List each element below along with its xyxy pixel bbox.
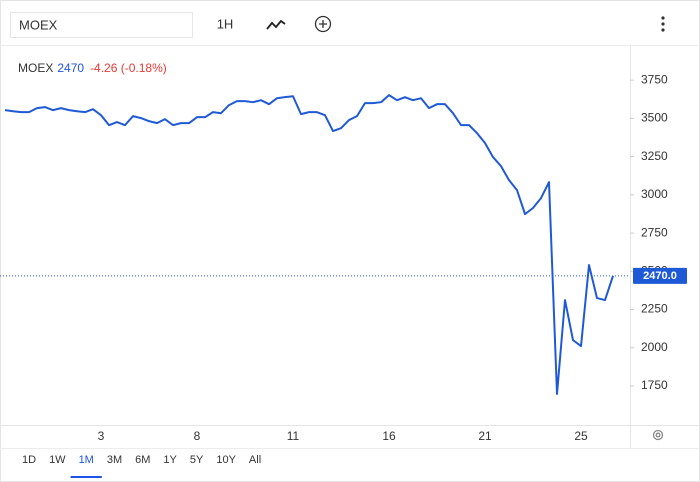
legend-change: -4.26 (-0.18%) <box>90 61 167 75</box>
range-button[interactable]: 1D <box>22 454 36 466</box>
range-button[interactable]: All <box>249 454 261 466</box>
compare-circle <box>314 15 332 33</box>
last-price-tag <box>633 267 687 284</box>
x-tick-label: 11 <box>287 429 300 443</box>
y-tick-label: 2750 <box>641 225 668 239</box>
range-button[interactable]: 6M <box>135 454 150 466</box>
settings-button[interactable] <box>652 429 664 441</box>
symbol-search[interactable] <box>10 12 193 38</box>
legend-price: 2470 <box>57 61 84 75</box>
compare-button[interactable] <box>314 15 332 33</box>
range-button[interactable]: 1M <box>79 454 94 466</box>
interval-button[interactable]: 1H <box>217 16 234 31</box>
range-button[interactable]: 5Y <box>190 454 204 466</box>
y-tick-label: 3750 <box>641 72 668 86</box>
compare-plus <box>319 20 327 28</box>
y-tick-label: 1750 <box>641 378 668 392</box>
legend-symbol: MOEX <box>18 61 53 75</box>
y-tick-label: 2250 <box>641 302 668 316</box>
range-button[interactable]: 10Y <box>216 454 236 466</box>
y-tick-label: 3500 <box>641 111 668 125</box>
last-price-label: 2470.0 <box>643 270 677 282</box>
x-tick-label: 25 <box>574 429 588 443</box>
x-tick-label: 8 <box>194 429 201 443</box>
menu-dot <box>661 22 665 26</box>
y-tick-label: 3250 <box>641 149 668 163</box>
x-tick-label: 16 <box>382 429 396 443</box>
gear-hub <box>655 432 661 438</box>
x-tick-label: 3 <box>98 429 105 443</box>
symbol-input[interactable]: MOEX <box>19 17 58 32</box>
y-tick-label: 2000 <box>641 340 668 354</box>
chart-type-button[interactable] <box>266 19 286 30</box>
x-tick-label: 21 <box>478 429 492 443</box>
menu-dot <box>661 16 665 20</box>
range-button[interactable]: 1W <box>49 454 66 466</box>
gear-ring <box>652 429 664 441</box>
menu-dot <box>661 28 665 32</box>
y-tick-label: 3000 <box>641 187 668 201</box>
price-line <box>4 94 614 395</box>
menu-button[interactable] <box>661 16 665 32</box>
range-button[interactable]: 3M <box>107 454 122 466</box>
range-button[interactable]: 1Y <box>163 454 177 466</box>
